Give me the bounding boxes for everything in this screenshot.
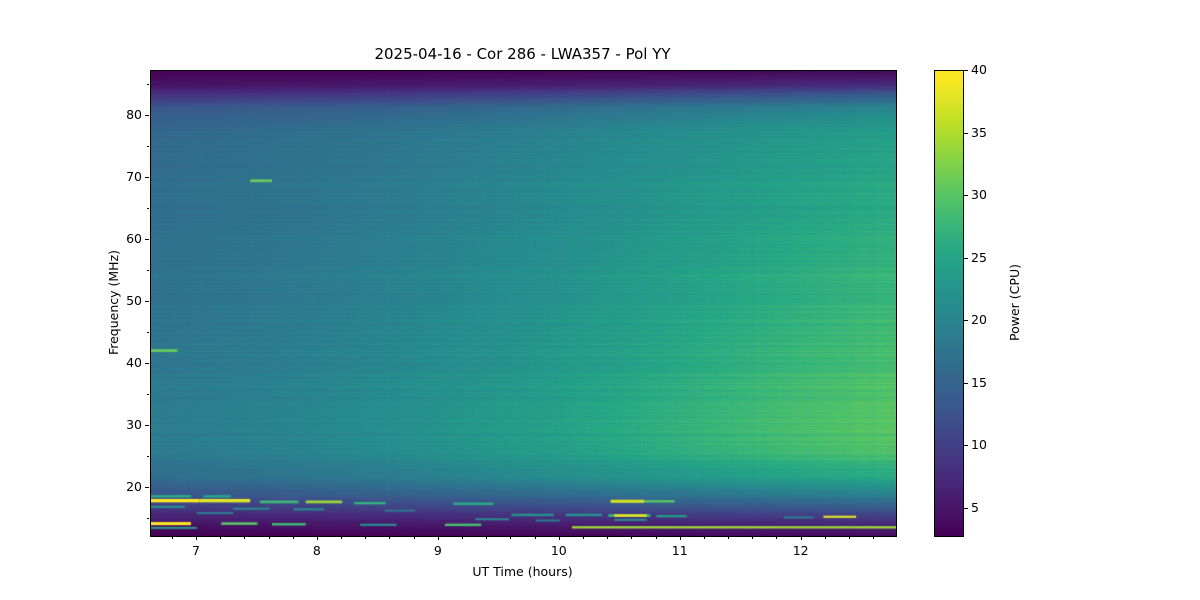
x-tick-minor (292, 536, 294, 539)
colorbar-tick-label: 10 (971, 437, 987, 452)
y-tick-label: 60 (126, 230, 142, 246)
x-tick-minor (703, 536, 705, 539)
colorbar-tick-label: 15 (971, 374, 987, 390)
x-tick (800, 536, 802, 540)
colorbar-tick (964, 132, 968, 134)
x-tick-minor (849, 536, 851, 539)
x-tick-minor (365, 536, 367, 539)
y-tick (145, 486, 149, 488)
x-tick-label: 7 (191, 543, 200, 558)
y-tick-minor (146, 83, 149, 85)
x-tick-minor (413, 536, 415, 539)
y-tick-label: 80 (126, 106, 142, 122)
y-tick-minor (146, 331, 149, 333)
x-tick (437, 536, 439, 540)
x-tick-minor (462, 536, 464, 539)
colorbar-tick (964, 382, 968, 384)
x-tick-minor (244, 536, 246, 539)
x-tick-minor (268, 536, 270, 539)
y-axis-label: Frequency (MHz) (106, 249, 121, 356)
y-tick-label: 40 (126, 354, 142, 370)
x-tick-minor (776, 536, 778, 539)
x-axis-label: UT Time (hours) (472, 564, 573, 579)
colorbar-tick (964, 445, 968, 446)
y-tick-minor (146, 517, 149, 519)
colorbar[interactable] (934, 70, 964, 537)
x-tick-minor (341, 536, 343, 539)
x-tick-label: 11 (671, 543, 688, 558)
y-tick-label: 30 (126, 416, 142, 432)
y-tick-label: 20 (126, 478, 142, 494)
y-tick-label: 50 (126, 292, 142, 308)
colorbar-tick (964, 70, 968, 71)
colorbar-tick (964, 257, 968, 259)
y-tick-minor (146, 145, 149, 147)
x-tick-minor (873, 536, 875, 539)
colorbar-tick (964, 320, 968, 321)
x-tick-minor (510, 536, 512, 539)
page-title: 2025-04-16 - Cor 286 - LWA357 - Pol YY (374, 45, 671, 63)
y-tick-label: 70 (126, 168, 142, 184)
colorbar-tick (964, 507, 968, 509)
x-tick-minor (655, 536, 657, 539)
y-tick (145, 238, 149, 240)
x-tick (558, 536, 560, 540)
x-tick-minor (728, 536, 730, 539)
y-tick (145, 300, 149, 302)
x-tick-minor (220, 536, 222, 539)
x-tick-minor (389, 536, 391, 539)
x-tick-minor (582, 536, 584, 539)
colorbar-label: Power (CPU) (1007, 264, 1022, 341)
colorbar-tick-label: 30 (971, 187, 987, 202)
x-tick-label: 12 (792, 543, 809, 558)
x-tick-label: 10 (550, 543, 567, 558)
x-tick (679, 536, 681, 540)
y-tick (145, 114, 149, 116)
dynamic-spectrum-heatmap[interactable] (151, 71, 896, 536)
y-tick-minor (146, 269, 149, 271)
x-tick (316, 536, 318, 540)
x-tick-minor (824, 536, 826, 539)
x-tick-label: 9 (433, 543, 442, 558)
x-tick-minor (171, 536, 173, 539)
x-tick-minor (486, 536, 488, 539)
y-tick (145, 424, 149, 426)
heatmap-plot-area[interactable] (150, 70, 897, 537)
y-tick-minor (146, 455, 149, 457)
colorbar-tick-label: 35 (971, 124, 987, 140)
x-tick-minor (631, 536, 633, 539)
colorbar-tick-label: 25 (971, 249, 987, 265)
colorbar-tick (964, 195, 968, 196)
x-tick-minor (752, 536, 754, 539)
y-tick (145, 362, 149, 364)
y-tick (145, 176, 149, 178)
y-tick-minor (146, 207, 149, 209)
colorbar-tick-label: 5 (971, 499, 979, 515)
colorbar-tick-label: 40 (971, 62, 987, 77)
colorbar-tick-label: 20 (971, 312, 987, 327)
x-tick-minor (607, 536, 609, 539)
y-tick-minor (146, 393, 149, 395)
x-tick (195, 536, 197, 540)
colorbar-gradient (935, 71, 963, 536)
x-tick-label: 8 (312, 543, 321, 558)
x-tick-minor (534, 536, 536, 539)
